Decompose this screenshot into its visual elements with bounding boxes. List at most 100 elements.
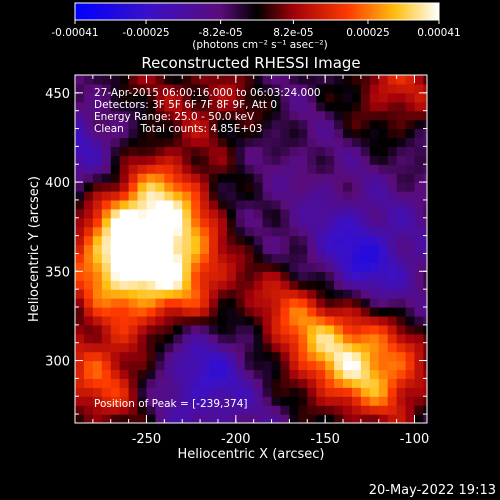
- heatmap-cell: [83, 387, 94, 397]
- heatmap-cell: [271, 119, 282, 130]
- heatmap-cell: [235, 342, 246, 353]
- heatmap-cell: [209, 298, 219, 308]
- heatmap-cell: [137, 75, 148, 85]
- heatmap-cell: [405, 146, 416, 156]
- heatmap-cell: [83, 101, 94, 112]
- heatmap-cell: [414, 155, 425, 165]
- x-tick-label: -150: [310, 432, 340, 447]
- heatmap-cell: [155, 351, 165, 362]
- heatmap-cell: [369, 244, 380, 255]
- heatmap-cell: [128, 280, 139, 290]
- heatmap-cell: [209, 378, 219, 388]
- heatmap-cell: [280, 378, 291, 388]
- heatmap-cell: [262, 262, 273, 272]
- heatmap-cell: [155, 75, 165, 85]
- heatmap-cell: [405, 405, 416, 415]
- heatmap-cell: [209, 324, 219, 335]
- heatmap-cell: [173, 217, 183, 228]
- heatmap-cell: [128, 271, 139, 281]
- heatmap-cell: [334, 182, 344, 192]
- heatmap-cell: [405, 137, 416, 147]
- heatmap-cell: [128, 110, 139, 121]
- heatmap-cell: [244, 271, 255, 281]
- heatmap-cell: [226, 182, 237, 192]
- heatmap-cell: [128, 289, 139, 299]
- heatmap-cell: [262, 333, 273, 344]
- heatmap-cell: [75, 307, 85, 317]
- heatmap-cell: [378, 226, 389, 237]
- heatmap-cell: [83, 244, 94, 255]
- heatmap-cell: [369, 414, 380, 423]
- heatmap-cell: [405, 101, 416, 112]
- heatmap-cell: [155, 324, 165, 335]
- heatmap-cell: [378, 244, 389, 255]
- heatmap-cell: [128, 244, 139, 255]
- heatmap-cell: [396, 262, 407, 272]
- heatmap-cell: [414, 75, 425, 85]
- heatmap-cell: [369, 307, 380, 317]
- heatmap-cell: [110, 75, 121, 85]
- heatmap-cell: [146, 92, 156, 103]
- heatmap-cell: [280, 164, 291, 174]
- heatmap-cell: [316, 315, 326, 326]
- heatmap-cell: [119, 262, 130, 272]
- heatmap-cell: [351, 360, 362, 371]
- heatmap-cell: [146, 173, 156, 183]
- heatmap-cell: [217, 333, 228, 344]
- heatmap-cell: [244, 101, 255, 112]
- heatmap-cell: [173, 208, 183, 219]
- heatmap-cell: [351, 387, 362, 397]
- heatmap-cell: [253, 405, 264, 415]
- heatmap-cell: [110, 369, 121, 379]
- heatmap-cell: [226, 271, 237, 281]
- heatmap-cell: [396, 244, 407, 255]
- heatmap-cell: [182, 235, 192, 246]
- heatmap-cell: [200, 342, 210, 353]
- heatmap-cell: [200, 173, 210, 183]
- heatmap-cell: [253, 235, 264, 246]
- heatmap-cell: [423, 119, 427, 130]
- heatmap-cell: [137, 271, 148, 281]
- colorbar-ticks: [74, 20, 440, 24]
- heatmap-cell: [262, 396, 273, 406]
- heatmap-cell: [387, 110, 398, 121]
- heatmap-cell: [226, 75, 237, 85]
- heatmap-cell: [155, 191, 165, 201]
- heatmap-cell: [396, 333, 407, 344]
- heatmap-cell: [155, 235, 165, 246]
- heatmap-cell: [307, 280, 317, 290]
- heatmap-cell: [173, 128, 183, 139]
- heatmap-cell: [378, 387, 389, 397]
- heatmap-cell: [110, 333, 121, 344]
- heatmap-cell: [316, 414, 326, 423]
- info-clean: Clean Total counts: 4.85E+03: [94, 123, 263, 135]
- heatmap-cell: [137, 396, 148, 406]
- colorbar-tick-label: -0.00025: [122, 27, 169, 39]
- heatmap-cell: [226, 324, 237, 335]
- heatmap-cell: [155, 307, 165, 317]
- heatmap-cell: [289, 405, 299, 415]
- heatmap-cell: [146, 333, 156, 344]
- heatmap-cell: [396, 128, 407, 139]
- heatmap-cell: [325, 101, 335, 112]
- heatmap-cell: [155, 173, 165, 183]
- heatmap-cell: [226, 128, 237, 139]
- heatmap-cell: [343, 155, 353, 165]
- heatmap-cell: [369, 173, 380, 183]
- heatmap-cell: [182, 173, 192, 183]
- heatmap-cell: [369, 235, 380, 246]
- heatmap-cell: [235, 92, 246, 103]
- heatmap-cell: [369, 387, 380, 397]
- heatmap-cell: [325, 253, 335, 263]
- heatmap-cell: [280, 324, 291, 335]
- heatmap-cell: [360, 253, 371, 263]
- heatmap-cell: [146, 83, 156, 94]
- heatmap-cell: [334, 271, 344, 281]
- heatmap-cell: [128, 378, 139, 388]
- heatmap-cell: [182, 405, 192, 415]
- heatmap-cell: [253, 146, 264, 156]
- heatmap-cell: [146, 101, 156, 112]
- heatmap-cell: [298, 182, 308, 192]
- heatmap-cell: [75, 217, 85, 228]
- heatmap-cell: [405, 128, 416, 139]
